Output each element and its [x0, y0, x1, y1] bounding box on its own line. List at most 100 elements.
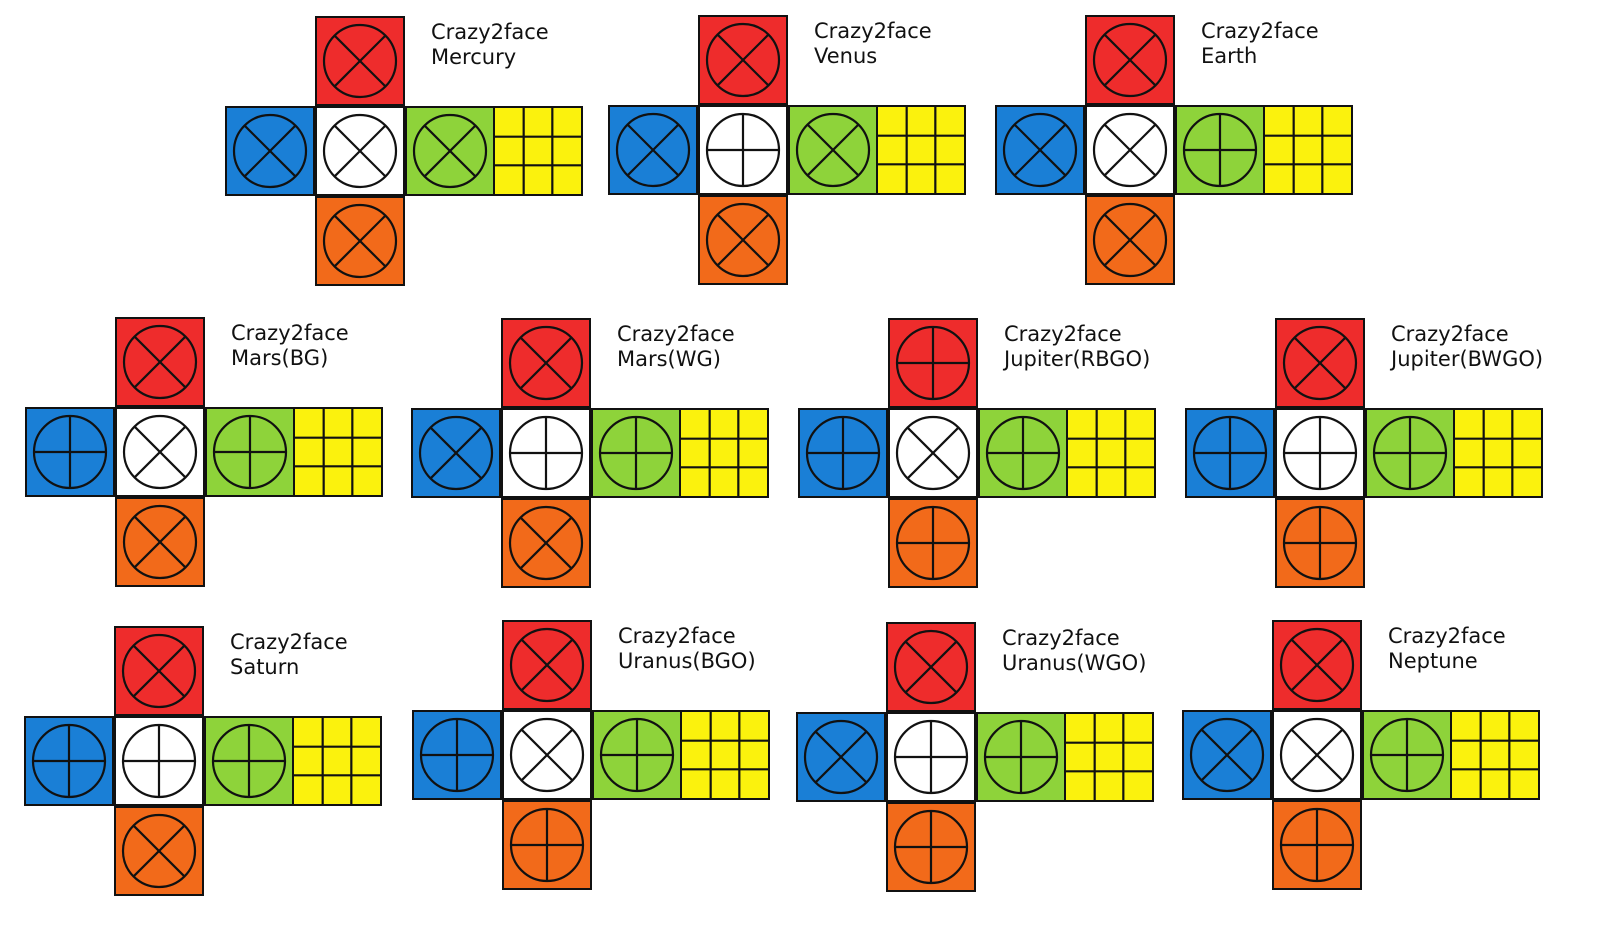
- back-face-yellow-grid: [1064, 712, 1154, 802]
- puzzle-brand: Crazy2face: [231, 321, 349, 345]
- puzzle-brand: Crazy2face: [230, 630, 348, 654]
- bottom-face: [115, 497, 205, 587]
- left-face: [225, 106, 315, 196]
- bottom-face: [315, 196, 405, 286]
- back-face-yellow-grid: [680, 710, 770, 800]
- left-face: [1182, 710, 1272, 800]
- top-face: [115, 317, 205, 407]
- puzzle-brand: Crazy2face: [618, 624, 736, 648]
- puzzle-net: Crazy2face Jupiter(BWGO): [1185, 318, 1545, 588]
- puzzle-label: Crazy2face Jupiter(BWGO): [1391, 322, 1543, 372]
- top-face: [1085, 15, 1175, 105]
- puzzle-brand: Crazy2face: [431, 20, 549, 44]
- right-face: [592, 710, 682, 800]
- top-face: [114, 626, 204, 716]
- top-face: [502, 620, 592, 710]
- left-face: [24, 716, 114, 806]
- center-face: [1275, 408, 1365, 498]
- puzzle-variant-name: Saturn: [230, 655, 300, 679]
- right-face: [205, 407, 295, 497]
- puzzle-label: Crazy2face Uranus(WGO): [1002, 626, 1146, 676]
- top-face: [1275, 318, 1365, 408]
- puzzle-net: Crazy2face Saturn: [24, 626, 384, 896]
- puzzle-variant-name: Neptune: [1388, 649, 1478, 673]
- bottom-face: [1275, 498, 1365, 588]
- bottom-face: [1272, 800, 1362, 890]
- center-face: [502, 710, 592, 800]
- bottom-face: [888, 498, 978, 588]
- left-face: [412, 710, 502, 800]
- bottom-face: [114, 806, 204, 896]
- puzzle-label: Crazy2face Venus: [814, 19, 932, 69]
- top-face: [886, 622, 976, 712]
- top-face: [888, 318, 978, 408]
- puzzle-variant-name: Jupiter(BWGO): [1391, 347, 1544, 371]
- bottom-face: [698, 195, 788, 285]
- puzzle-net: Crazy2face Mars(WG): [411, 318, 771, 588]
- back-face-yellow-grid: [1453, 408, 1543, 498]
- back-face-yellow-grid: [292, 716, 382, 806]
- left-face: [995, 105, 1085, 195]
- back-face-yellow-grid: [679, 408, 769, 498]
- back-face-yellow-grid: [1263, 105, 1353, 195]
- center-face: [888, 408, 978, 498]
- center-face: [114, 716, 204, 806]
- bottom-face: [1085, 195, 1175, 285]
- back-face-yellow-grid: [293, 407, 383, 497]
- center-face: [501, 408, 591, 498]
- top-face: [501, 318, 591, 408]
- right-face: [405, 106, 495, 196]
- center-face: [115, 407, 205, 497]
- puzzle-net: Crazy2face Mars(BG): [25, 317, 385, 587]
- puzzle-label: Crazy2face Uranus(BGO): [618, 624, 756, 674]
- puzzle-variant-name: Uranus(WGO): [1002, 651, 1147, 675]
- left-face: [25, 407, 115, 497]
- top-face: [1272, 620, 1362, 710]
- back-face-yellow-grid: [493, 106, 583, 196]
- right-face: [591, 408, 681, 498]
- puzzle-brand: Crazy2face: [1391, 322, 1509, 346]
- right-face: [976, 712, 1066, 802]
- right-face: [978, 408, 1068, 498]
- puzzle-variant-name: Earth: [1201, 44, 1258, 68]
- back-face-yellow-grid: [876, 105, 966, 195]
- right-face: [204, 716, 294, 806]
- center-face: [1272, 710, 1362, 800]
- back-face-yellow-grid: [1066, 408, 1156, 498]
- center-face: [315, 106, 405, 196]
- left-face: [798, 408, 888, 498]
- puzzle-variant-name: Mars(BG): [231, 346, 329, 370]
- bottom-face: [502, 800, 592, 890]
- puzzle-variant-name: Mercury: [431, 45, 517, 69]
- puzzle-variant-name: Uranus(BGO): [618, 649, 756, 673]
- puzzle-label: Crazy2face Jupiter(RBGO): [1004, 322, 1150, 372]
- left-face: [411, 408, 501, 498]
- right-face: [788, 105, 878, 195]
- puzzle-brand: Crazy2face: [617, 322, 735, 346]
- puzzle-net: Crazy2face Uranus(WGO): [796, 622, 1156, 892]
- right-face: [1362, 710, 1452, 800]
- puzzle-net: Crazy2face Neptune: [1182, 620, 1542, 890]
- puzzle-variant-name: Mars(WG): [617, 347, 721, 371]
- puzzle-brand: Crazy2face: [1002, 626, 1120, 650]
- puzzle-variant-name: Venus: [814, 44, 878, 68]
- center-face: [698, 105, 788, 195]
- left-face: [608, 105, 698, 195]
- puzzle-net: Crazy2face Uranus(BGO): [412, 620, 772, 890]
- left-face: [1185, 408, 1275, 498]
- puzzle-brand: Crazy2face: [814, 19, 932, 43]
- top-face: [698, 15, 788, 105]
- left-face: [796, 712, 886, 802]
- puzzle-net: Crazy2face Jupiter(RBGO): [798, 318, 1158, 588]
- puzzle-label: Crazy2face Mars(BG): [231, 321, 349, 371]
- puzzle-brand: Crazy2face: [1388, 624, 1506, 648]
- puzzle-label: Crazy2face Earth: [1201, 19, 1319, 69]
- bottom-face: [886, 802, 976, 892]
- puzzle-label: Crazy2face Saturn: [230, 630, 348, 680]
- puzzle-label: Crazy2face Mars(WG): [617, 322, 735, 372]
- bottom-face: [501, 498, 591, 588]
- center-face: [1085, 105, 1175, 195]
- puzzle-brand: Crazy2face: [1004, 322, 1122, 346]
- right-face: [1175, 105, 1265, 195]
